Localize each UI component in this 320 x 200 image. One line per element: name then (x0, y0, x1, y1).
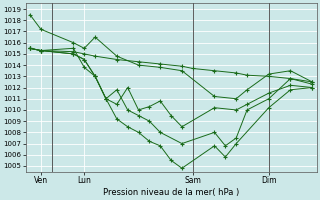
X-axis label: Pression niveau de la mer( hPa ): Pression niveau de la mer( hPa ) (103, 188, 239, 197)
